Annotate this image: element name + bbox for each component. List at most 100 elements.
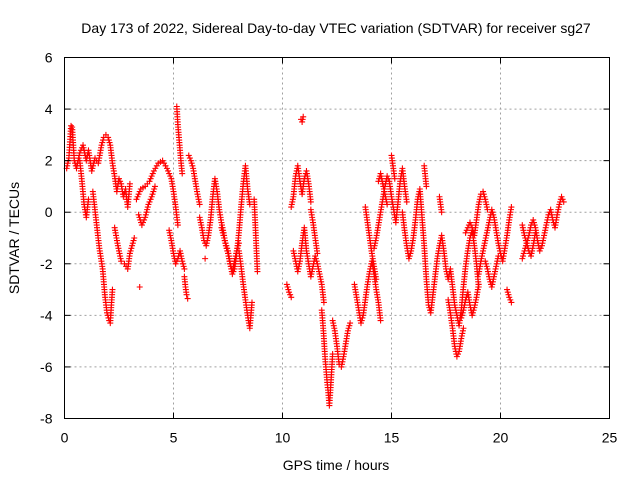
data-point-interp <box>143 209 150 216</box>
data-point-interp <box>530 219 537 226</box>
data-point-interp <box>170 186 177 193</box>
data-point-interp <box>101 289 108 296</box>
data-point-interp <box>167 173 174 180</box>
data-point-interp <box>537 245 544 252</box>
data-point-interp <box>174 118 181 125</box>
data-point-interp <box>429 294 436 301</box>
data-point-interp <box>179 260 186 267</box>
data-point-interp <box>494 237 501 244</box>
data-point-interp <box>542 224 549 231</box>
data-point-interp <box>372 283 379 290</box>
data-point <box>151 183 158 190</box>
data-point-interp <box>520 229 527 236</box>
data-point-interp <box>345 325 352 332</box>
data-point-interp <box>177 157 184 164</box>
data-point-interp <box>207 219 214 226</box>
data-point-interp <box>470 240 477 247</box>
data-point-interp <box>182 281 189 288</box>
data-point-interp <box>555 204 562 211</box>
data-point-interp <box>142 211 149 218</box>
data-point-interp <box>106 139 113 146</box>
x-tick-label: 15 <box>384 430 400 446</box>
data-point-interp <box>423 180 430 187</box>
data-point-interp <box>198 222 205 229</box>
data-point-interp <box>289 196 296 203</box>
data-point-interp <box>157 158 164 165</box>
data-point-interp <box>353 291 360 298</box>
data-point <box>286 289 293 296</box>
data-point-interp <box>451 299 458 306</box>
data-point-interp <box>144 180 151 187</box>
data-point <box>519 255 526 262</box>
data-point-interp <box>320 332 327 339</box>
data-point-interp <box>383 198 390 205</box>
data-point-interp <box>520 253 527 260</box>
data-point-interp <box>504 289 511 296</box>
data-point-interp <box>76 152 83 159</box>
data-point <box>458 314 465 321</box>
data-point-interp <box>218 216 225 223</box>
data-point-interp <box>442 263 449 270</box>
data-point-interp <box>490 211 497 218</box>
data-point-interp <box>147 196 154 203</box>
data-point-interp <box>89 165 96 172</box>
data-point-interp <box>486 219 493 226</box>
data-point-interp <box>248 302 255 309</box>
data-point <box>482 258 489 265</box>
data-point-interp <box>196 198 203 205</box>
data-point <box>136 283 143 290</box>
data-point-interp <box>320 296 327 303</box>
data-point-interp <box>174 219 181 226</box>
data-point <box>184 295 191 302</box>
data-point <box>142 214 149 221</box>
data-point-interp <box>494 255 501 262</box>
data-point-interp <box>364 283 371 290</box>
data-point-interp <box>482 260 489 267</box>
data-point-interp <box>136 188 143 195</box>
data-point-interp <box>242 294 249 301</box>
data-point-interp <box>128 245 135 252</box>
data-point-interp <box>505 219 512 226</box>
data-point-interp <box>501 247 508 254</box>
data-point-interp <box>319 317 326 324</box>
data-point-interp <box>527 224 534 231</box>
data-point-interp <box>139 219 146 226</box>
data-point-interp <box>483 263 490 270</box>
grid <box>64 57 610 419</box>
data-point <box>148 193 155 200</box>
data-point-interp <box>303 245 310 252</box>
data-point-interp <box>148 173 155 180</box>
data-point <box>508 299 515 306</box>
data-point-interp <box>220 232 227 239</box>
data-point-interp <box>479 250 486 257</box>
data-point-interp <box>473 219 480 226</box>
data-point-interp <box>230 268 237 275</box>
data-point-interp <box>183 289 190 296</box>
x-tick-label: 20 <box>493 430 509 446</box>
data-point-interp <box>483 204 490 211</box>
y-tick-label: -6 <box>40 359 53 375</box>
data-point-interp <box>92 214 99 221</box>
data-point-interp <box>470 307 477 314</box>
data-point-interp <box>224 245 231 252</box>
data-point-interp <box>129 240 136 247</box>
data-point-interp <box>481 193 488 200</box>
data-point-interp <box>235 232 242 239</box>
data-point-interp <box>359 314 366 321</box>
data-point-interp <box>358 317 365 324</box>
data-point <box>466 219 473 226</box>
data-point <box>218 224 225 231</box>
data-point-interp <box>312 255 319 262</box>
data-point-interp <box>374 296 381 303</box>
data-point-interp <box>486 273 493 280</box>
data-point <box>129 242 136 249</box>
data-point-interp <box>389 157 396 164</box>
data-point-interp <box>377 211 384 218</box>
data-point-interp <box>449 281 456 288</box>
data-point-interp <box>309 265 316 272</box>
data-point-interp <box>331 325 338 332</box>
data-point-interp <box>333 340 340 347</box>
data-point-interp <box>522 235 529 241</box>
data-point-interp <box>466 299 473 306</box>
data-point-interp <box>437 198 444 205</box>
